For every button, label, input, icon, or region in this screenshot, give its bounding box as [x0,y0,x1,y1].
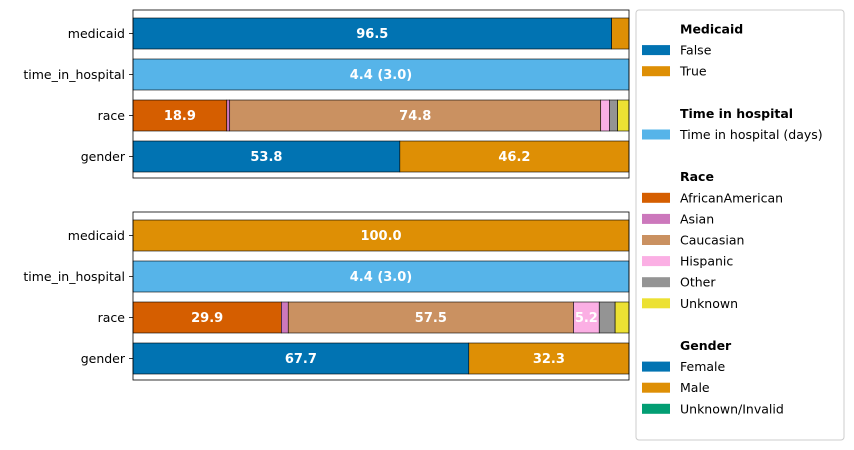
chart-panels: 96.5 medicaid 4.4 (3.0) time_in_hospital 18.… [23,9,630,381]
bar-segment-label: 46.2 [498,150,530,165]
bar-segment-label: 32.3 [533,352,565,367]
bar-row-time_in_hospital: 4.4 (3.0) [132,58,630,91]
panel-1: 96.5 medicaid 4.4 (3.0) time_in_hospital 18.… [23,9,630,179]
bar-segment-other [598,301,616,334]
y-tick-label: race [98,108,126,123]
y-tick-label: medicaid [68,26,125,41]
bar-segment-africanamerican [132,301,282,334]
legend: Medicaid False True Time in hospital Time in… [635,9,845,441]
axes-frame [132,211,630,381]
legend-item-label: True [679,64,707,79]
bar-segment-false [132,17,612,50]
y-tick-label: time_in_hospital [23,67,125,82]
bar-segment-label: 4.4 (3.0) [350,270,412,285]
legend-group-title: Medicaid [680,22,743,37]
legend-group-title: Time in hospital [680,106,793,121]
bar-segment-asian [281,301,289,334]
legend-item-label: AfricanAmerican [680,190,783,205]
bar-segment-unknown [617,99,630,132]
bar-segment-label: 5.2 [575,311,598,326]
bar-segment-label: 29.9 [191,311,223,326]
bar-segment-caucasian [287,301,574,334]
bar-segment-hispanic [600,99,610,132]
bar-segment-label: 57.5 [415,311,447,326]
legend-item-label: Caucasian [680,233,744,248]
legend-swatch [642,298,670,309]
legend-swatch [642,129,670,140]
legend-group-title: Race [680,169,714,184]
y-tick-label: gender [81,149,126,164]
bar-segment-other [609,99,618,132]
bar-row-race: 18.9 74.8 [132,99,630,132]
legend-swatch [642,361,670,372]
legend-swatch [642,192,670,203]
bar-row-medicaid: 100.0 [132,219,630,252]
bar-segment-asian [226,99,231,132]
legend-frame [635,9,845,441]
bar-segment-time-in-hospital-days- [132,260,630,293]
y-tick-label: race [98,310,126,325]
bar-segment-hispanic [573,301,600,334]
legend-item-label: Time in hospital (days) [679,127,823,142]
legend-swatch [642,213,670,224]
bar-segment-male [468,342,630,375]
bar-segment-male [399,140,630,173]
legend-swatch [642,403,670,414]
legend-swatch [642,45,670,56]
legend-item-label: Other [680,275,716,290]
bar-segment-female [132,342,470,375]
y-tick-label: time_in_hospital [23,269,125,284]
bar-row-medicaid: 96.5 [132,17,630,50]
bar-segment-true [132,219,630,252]
bar-row-race: 29.9 57.5 5.2 [132,301,630,334]
legend-item-label: Asian [680,211,714,226]
bar-segment-time-in-hospital-days- [132,58,630,91]
bar-segment-true [611,17,630,50]
legend-swatch [642,66,670,77]
bar-segment-label: 96.5 [356,27,388,42]
y-tick-label: medicaid [68,228,125,243]
bar-row-time_in_hospital: 4.4 (3.0) [132,260,630,293]
legend-swatch [642,277,670,288]
bar-segment-label: 18.9 [164,109,196,124]
legend-item-label: Unknown/Invalid [680,401,784,416]
legend-item-label: Hispanic [680,254,733,269]
panel-2: 100.0 medicaid 4.4 (3.0) time_in_hospital 29… [23,211,630,381]
legend-item-label: Unknown [680,296,738,311]
bar-segment-unknown [614,301,630,334]
legend-swatch [642,382,670,393]
legend-swatch [642,256,670,267]
legend-item-label: False [680,43,712,58]
bar-segment-female [132,140,401,173]
bar-segment-label: 74.8 [399,109,431,124]
bar-segment-label: 4.4 (3.0) [350,68,412,83]
bar-segment-caucasian [229,99,602,132]
bar-segment-label: 100.0 [360,229,401,244]
legend-group-title: Gender [680,338,732,353]
bar-segment-label: 53.8 [250,150,282,165]
bar-row-gender: 67.7 32.3 [132,342,630,375]
bar-row-gender: 53.8 46.2 [132,140,630,173]
y-tick-label: gender [81,351,126,366]
legend-item-label: Male [680,380,710,395]
axes-frame [132,9,630,179]
legend-item-label: Female [680,359,726,374]
bar-segment-label: 67.7 [285,352,317,367]
legend-swatch [642,235,670,245]
